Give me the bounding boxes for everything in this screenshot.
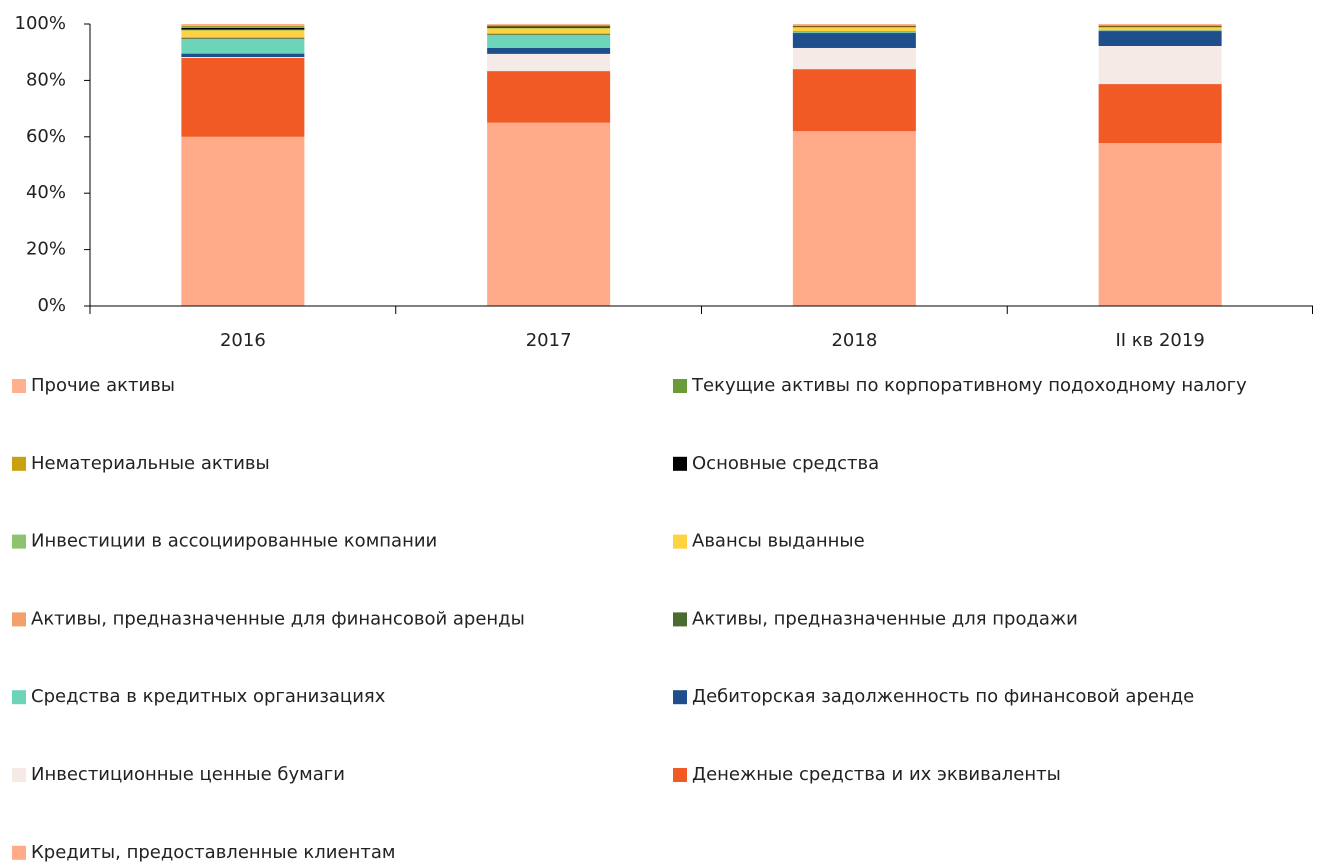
bar-segment: [792, 25, 916, 27]
bar-segment: [487, 34, 611, 35]
legend-swatch: [12, 845, 26, 860]
bar-segment: [181, 27, 305, 30]
bar-segment: [792, 131, 916, 306]
legend-swatch: [673, 379, 687, 393]
bar-segment: [181, 25, 305, 27]
bar-segment: [792, 27, 916, 32]
y-tick-label: 20%: [26, 239, 66, 260]
legend-label: Кредиты, предоставленные клиентам: [31, 842, 395, 863]
bar-segment: [181, 30, 305, 37]
y-tick-label: 0%: [37, 295, 66, 316]
bar-segment: [181, 53, 305, 57]
legend-label: Активы, предназначенные для продажи: [692, 608, 1078, 629]
bar-segment: [181, 56, 305, 58]
bar-segment: [792, 31, 916, 33]
legend-label: Инвестиционные ценные бумаги: [31, 764, 345, 785]
legend-swatch: [673, 456, 687, 471]
bar-segment: [181, 24, 305, 26]
y-tick-label: 100%: [15, 13, 66, 34]
bar-segment: [1098, 45, 1222, 85]
legend-swatch: [12, 456, 26, 471]
x-tick-label: 2016: [220, 330, 266, 351]
legend-swatch: [12, 612, 26, 627]
bar-segment: [1098, 84, 1222, 144]
bar-segment: [487, 33, 611, 35]
bar-segment: [1098, 30, 1222, 32]
bar-segment: [1098, 26, 1222, 28]
bar-segment: [792, 32, 916, 34]
legend-swatch: [12, 768, 26, 782]
legend-swatch: [12, 379, 26, 393]
bar-segment: [1098, 143, 1222, 306]
bar-segment: [181, 26, 305, 28]
bar-segment: [181, 38, 305, 39]
bar-segment: [792, 26, 916, 28]
bar-segment: [181, 29, 305, 31]
bar-segment: [487, 34, 611, 48]
legend-label: Активы, предназначенные для финансовой а…: [31, 608, 525, 629]
legend-label: Денежные средства и их эквиваленты: [692, 764, 1061, 785]
bar-segment: [181, 136, 305, 306]
bar-segment: [487, 28, 611, 34]
legend-label: Основные средства: [692, 453, 879, 474]
legend-label: Авансы выданные: [692, 531, 865, 552]
bar-segment: [1098, 24, 1222, 26]
legend-label: Прочие активы: [31, 375, 175, 396]
legend-label: Текущие активы по корпоративному подоход…: [691, 375, 1247, 396]
bar-segment: [487, 47, 611, 54]
bar-segment: [487, 25, 611, 27]
bar-segment: [1098, 27, 1222, 30]
x-tick-label: II кв 2019: [1115, 330, 1204, 351]
bar-segment: [181, 57, 305, 137]
bar-segment: [792, 33, 916, 48]
legend-swatch: [673, 534, 687, 549]
bar-segment: [792, 69, 916, 132]
bar-segment: [1098, 29, 1222, 31]
bar-segment: [792, 31, 916, 32]
bar-segment: [487, 71, 611, 123]
bar-segment: [1098, 31, 1222, 46]
bar-segment: [792, 47, 916, 70]
legend-swatch: [673, 768, 687, 782]
bar-segment: [487, 27, 611, 29]
legend-swatch: [12, 690, 26, 705]
y-tick-label: 40%: [26, 182, 66, 203]
bar-segment: [792, 24, 916, 26]
bar-segment: [487, 122, 611, 306]
legend-label: Дебиторская задолженность по финансовой …: [692, 686, 1194, 707]
bar-segment: [487, 24, 611, 25]
y-tick-label: 60%: [26, 126, 66, 147]
bar-segment: [487, 53, 611, 72]
legend-swatch: [673, 690, 687, 705]
x-tick-label: 2018: [831, 330, 877, 351]
legend-label: Инвестиции в ассоциированные компании: [31, 531, 437, 552]
y-tick-label: 80%: [26, 69, 66, 90]
legend-label: Нематериальные активы: [31, 453, 270, 474]
x-tick-label: 2017: [526, 330, 572, 351]
bar-segment: [181, 36, 305, 39]
legend-swatch: [673, 612, 687, 627]
bar-segment: [181, 38, 305, 54]
bar-segment: [1098, 25, 1222, 27]
legend-label: Средства в кредитных организациях: [31, 686, 386, 707]
legend-swatch: [12, 534, 26, 549]
bar-segment: [487, 26, 611, 28]
